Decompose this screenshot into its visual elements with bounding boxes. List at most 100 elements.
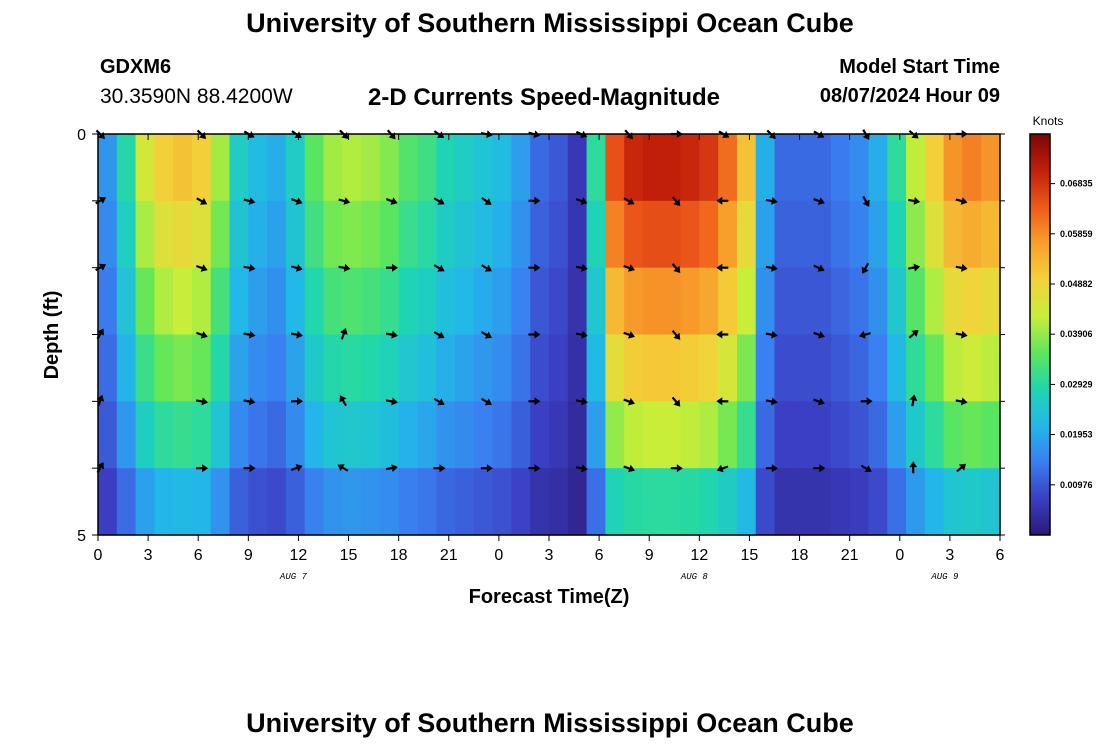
heatmap-cell <box>624 468 644 536</box>
heatmap-cell <box>793 401 813 469</box>
x-tick-label: 6 <box>996 547 1005 564</box>
heatmap-cell <box>849 200 870 269</box>
heatmap-cell <box>229 334 249 402</box>
heatmap-cell <box>436 200 456 269</box>
heatmap-cell <box>887 200 907 269</box>
heatmap-cell <box>567 267 588 336</box>
heatmap-cell <box>285 401 306 469</box>
current-vector-arrow <box>243 263 256 272</box>
heatmap-cell <box>924 134 945 202</box>
heatmap-cell <box>210 334 231 402</box>
heatmap-cell <box>812 267 832 336</box>
heatmap-cell <box>812 134 832 202</box>
arrow-head <box>581 330 588 339</box>
colorbar-tick-label: 0.01953 <box>1060 430 1093 440</box>
heatmap-cell <box>229 200 249 269</box>
heatmap-cell <box>699 267 719 336</box>
current-vector-arrow <box>433 464 446 473</box>
current-vector-arrow <box>385 330 398 339</box>
current-vector-arrow <box>671 196 681 207</box>
x-tick-label: 9 <box>645 547 654 564</box>
arrow-head <box>484 198 492 205</box>
arrow-head <box>437 264 445 272</box>
arrow-head <box>581 397 588 406</box>
heatmap-cell <box>868 200 888 269</box>
current-vector-arrow <box>716 397 729 406</box>
heatmap-cell <box>642 401 663 469</box>
heatmap-cell <box>116 267 137 336</box>
heatmap-cell <box>962 334 982 402</box>
heatmap-cell <box>887 401 907 469</box>
heatmap-cell <box>605 468 625 536</box>
x-tick-label: 3 <box>545 547 554 564</box>
current-vectors <box>95 129 968 474</box>
current-vector-arrow <box>338 263 351 272</box>
heatmap-cell <box>229 401 249 469</box>
heatmap-cell <box>154 468 174 536</box>
colorbar-tick-label: 0.03906 <box>1060 329 1093 339</box>
current-vector-arrow <box>291 397 303 406</box>
heatmap-cell <box>549 267 569 336</box>
arrow-head <box>534 464 541 473</box>
heatmap-cell <box>906 200 926 269</box>
heatmap-cell <box>567 401 588 469</box>
heatmap-cell <box>981 468 1001 536</box>
heatmap-cell <box>342 334 362 402</box>
current-vector-arrow <box>908 197 921 205</box>
heatmap-cell <box>718 200 738 269</box>
heatmap-cell <box>229 134 249 202</box>
heatmap-cell <box>624 401 644 469</box>
colorbar-tick-label: 0.00976 <box>1060 480 1093 490</box>
heatmap-cell <box>906 468 926 536</box>
arrow-head <box>716 464 724 473</box>
heatmap-cell <box>793 134 813 202</box>
heatmap-cell <box>191 134 212 202</box>
arrow-head <box>581 263 588 272</box>
heatmap-cell <box>511 134 531 202</box>
heatmap-cell <box>248 401 268 469</box>
arrow-head <box>771 197 778 205</box>
heatmap-cell <box>342 200 362 269</box>
heatmap-cell <box>718 468 738 536</box>
heatmap-cell <box>680 334 700 402</box>
station-id: GDXM6 <box>100 56 172 78</box>
current-vector-arrow <box>290 197 303 205</box>
heatmap-cell <box>530 134 550 202</box>
heatmap-cell <box>342 468 362 536</box>
heatmap-cell <box>191 401 212 469</box>
arrow-head <box>200 331 208 339</box>
arrow-head <box>817 197 825 205</box>
heatmap-cell <box>830 267 851 336</box>
arrow-head <box>960 197 968 205</box>
current-vector-arrow <box>575 397 588 406</box>
arrow-head <box>627 264 635 272</box>
current-vector-arrow <box>96 394 105 407</box>
heatmap-cell <box>154 134 174 202</box>
current-vector-arrow <box>623 264 635 272</box>
current-vector-arrow <box>813 464 826 473</box>
heatmap-cell <box>624 134 644 202</box>
heatmap-cell <box>962 200 982 269</box>
heatmap-cell <box>868 267 888 336</box>
heatmap-cell <box>605 267 625 336</box>
heatmap-cell <box>924 468 945 536</box>
heatmap-cell <box>436 401 456 469</box>
heatmap-cell <box>849 134 870 202</box>
heatmap-cell <box>736 134 757 202</box>
heatmap-cell <box>981 401 1001 469</box>
arrow-head <box>295 264 303 272</box>
arrow-head <box>817 264 825 272</box>
heatmap-cell <box>774 200 794 269</box>
current-vector-arrow <box>95 196 107 205</box>
heatmap-cell <box>755 200 776 269</box>
heatmap-cell <box>210 267 231 336</box>
heatmap-cell <box>812 401 832 469</box>
current-vector-arrow <box>861 262 870 274</box>
heatmap-cell <box>436 134 456 202</box>
heatmap-cell <box>248 134 268 202</box>
current-vector-arrow <box>909 394 918 407</box>
heatmap-cell <box>812 468 832 536</box>
arrow-head <box>716 263 723 272</box>
x-tick-label: 3 <box>945 547 954 564</box>
x-tick-label: 6 <box>194 547 203 564</box>
